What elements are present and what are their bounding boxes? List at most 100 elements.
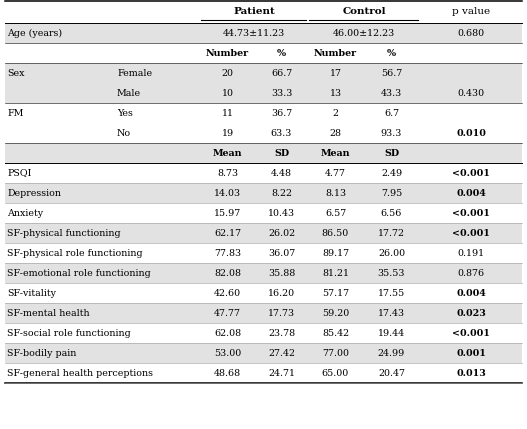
Text: Patient: Patient — [233, 7, 275, 16]
Bar — [5, 283, 522, 303]
Text: p value: p value — [452, 7, 490, 16]
Text: 63.3: 63.3 — [271, 129, 292, 138]
Text: 2.49: 2.49 — [381, 169, 402, 178]
Text: SD: SD — [274, 148, 289, 157]
Text: 0.001: 0.001 — [456, 348, 486, 357]
Bar — [5, 163, 522, 183]
Text: SF-physical role functioning: SF-physical role functioning — [7, 248, 143, 257]
Text: <0.001: <0.001 — [452, 169, 490, 178]
Text: 17.43: 17.43 — [378, 308, 405, 317]
Text: 6.57: 6.57 — [325, 208, 346, 218]
Text: 77.83: 77.83 — [214, 248, 241, 257]
Text: 4.48: 4.48 — [271, 169, 292, 178]
Text: 43.3: 43.3 — [381, 88, 402, 97]
Text: 46.00±12.23: 46.00±12.23 — [333, 28, 395, 37]
Text: 13: 13 — [329, 88, 341, 97]
Text: 6.56: 6.56 — [381, 208, 402, 218]
Text: 0.010: 0.010 — [456, 129, 486, 138]
Text: Female: Female — [117, 69, 152, 78]
Text: SF-general health perceptions: SF-general health perceptions — [7, 369, 153, 378]
Text: Sex: Sex — [7, 69, 24, 78]
Text: 66.7: 66.7 — [271, 69, 292, 78]
Text: 93.3: 93.3 — [381, 129, 402, 138]
Text: <0.001: <0.001 — [452, 208, 490, 218]
Text: 36.07: 36.07 — [268, 248, 295, 257]
Text: 20.47: 20.47 — [378, 369, 405, 378]
Text: 44.73±11.23: 44.73±11.23 — [223, 28, 285, 37]
Text: 26.02: 26.02 — [268, 229, 295, 238]
Text: 89.17: 89.17 — [322, 248, 349, 257]
Text: 0.430: 0.430 — [457, 88, 484, 97]
Text: 35.88: 35.88 — [268, 269, 295, 278]
Text: 0.023: 0.023 — [456, 308, 486, 317]
Text: 23.78: 23.78 — [268, 329, 295, 338]
Bar — [5, 83, 522, 103]
Bar — [5, 43, 522, 63]
Text: 10: 10 — [221, 88, 233, 97]
Text: Male: Male — [117, 88, 141, 97]
Bar — [5, 1, 522, 23]
Text: 0.191: 0.191 — [457, 248, 484, 257]
Bar — [5, 143, 522, 163]
Text: Age (years): Age (years) — [7, 28, 62, 38]
Text: 16.20: 16.20 — [268, 288, 295, 297]
Bar — [5, 23, 522, 43]
Text: 0.876: 0.876 — [457, 269, 484, 278]
Text: 7.95: 7.95 — [381, 188, 402, 197]
Text: 65.00: 65.00 — [322, 369, 349, 378]
Text: 77.00: 77.00 — [322, 348, 349, 357]
Text: Yes: Yes — [117, 109, 133, 118]
Text: SF-physical functioning: SF-physical functioning — [7, 229, 121, 238]
Bar — [5, 103, 522, 123]
Bar — [5, 183, 522, 203]
Text: 11: 11 — [221, 109, 233, 118]
Text: SF-social role functioning: SF-social role functioning — [7, 329, 131, 338]
Text: Anxiety: Anxiety — [7, 208, 43, 218]
Text: 17: 17 — [329, 69, 341, 78]
Text: 8.13: 8.13 — [325, 188, 346, 197]
Text: 8.73: 8.73 — [217, 169, 238, 178]
Text: SD: SD — [384, 148, 399, 157]
Text: 57.17: 57.17 — [322, 288, 349, 297]
Text: 6.7: 6.7 — [384, 109, 399, 118]
Text: 10.43: 10.43 — [268, 208, 295, 218]
Text: 0.680: 0.680 — [457, 28, 484, 37]
Text: 53.00: 53.00 — [214, 348, 241, 357]
Text: No: No — [117, 129, 131, 138]
Text: 42.60: 42.60 — [214, 288, 241, 297]
Text: 24.71: 24.71 — [268, 369, 295, 378]
Text: 81.21: 81.21 — [322, 269, 349, 278]
Text: 48.68: 48.68 — [214, 369, 241, 378]
Text: <0.001: <0.001 — [452, 329, 490, 338]
Bar — [5, 123, 522, 143]
Text: 24.99: 24.99 — [378, 348, 405, 357]
Text: 62.08: 62.08 — [214, 329, 241, 338]
Text: %: % — [387, 48, 396, 57]
Bar — [5, 303, 522, 323]
Text: Depression: Depression — [7, 188, 61, 197]
Text: 2: 2 — [333, 109, 338, 118]
Text: 26.00: 26.00 — [378, 248, 405, 257]
Text: 17.73: 17.73 — [268, 308, 295, 317]
Text: Number: Number — [314, 48, 357, 57]
Text: SF-mental health: SF-mental health — [7, 308, 90, 317]
Text: 59.20: 59.20 — [322, 308, 349, 317]
Text: 19: 19 — [221, 129, 233, 138]
Text: 35.53: 35.53 — [378, 269, 405, 278]
Text: Control: Control — [342, 7, 386, 16]
Text: SF-emotional role functioning: SF-emotional role functioning — [7, 269, 151, 278]
Bar — [5, 63, 522, 83]
Text: 56.7: 56.7 — [381, 69, 402, 78]
Text: %: % — [277, 48, 286, 57]
Text: 82.08: 82.08 — [214, 269, 241, 278]
Text: 36.7: 36.7 — [271, 109, 292, 118]
Text: PSQI: PSQI — [7, 169, 32, 178]
Text: <0.001: <0.001 — [452, 229, 490, 238]
Text: 0.004: 0.004 — [456, 288, 486, 297]
Bar — [5, 363, 522, 383]
Text: SF-vitality: SF-vitality — [7, 288, 56, 297]
Text: 4.77: 4.77 — [325, 169, 346, 178]
Bar — [5, 223, 522, 243]
Text: 0.013: 0.013 — [456, 369, 486, 378]
Text: 0.004: 0.004 — [456, 188, 486, 197]
